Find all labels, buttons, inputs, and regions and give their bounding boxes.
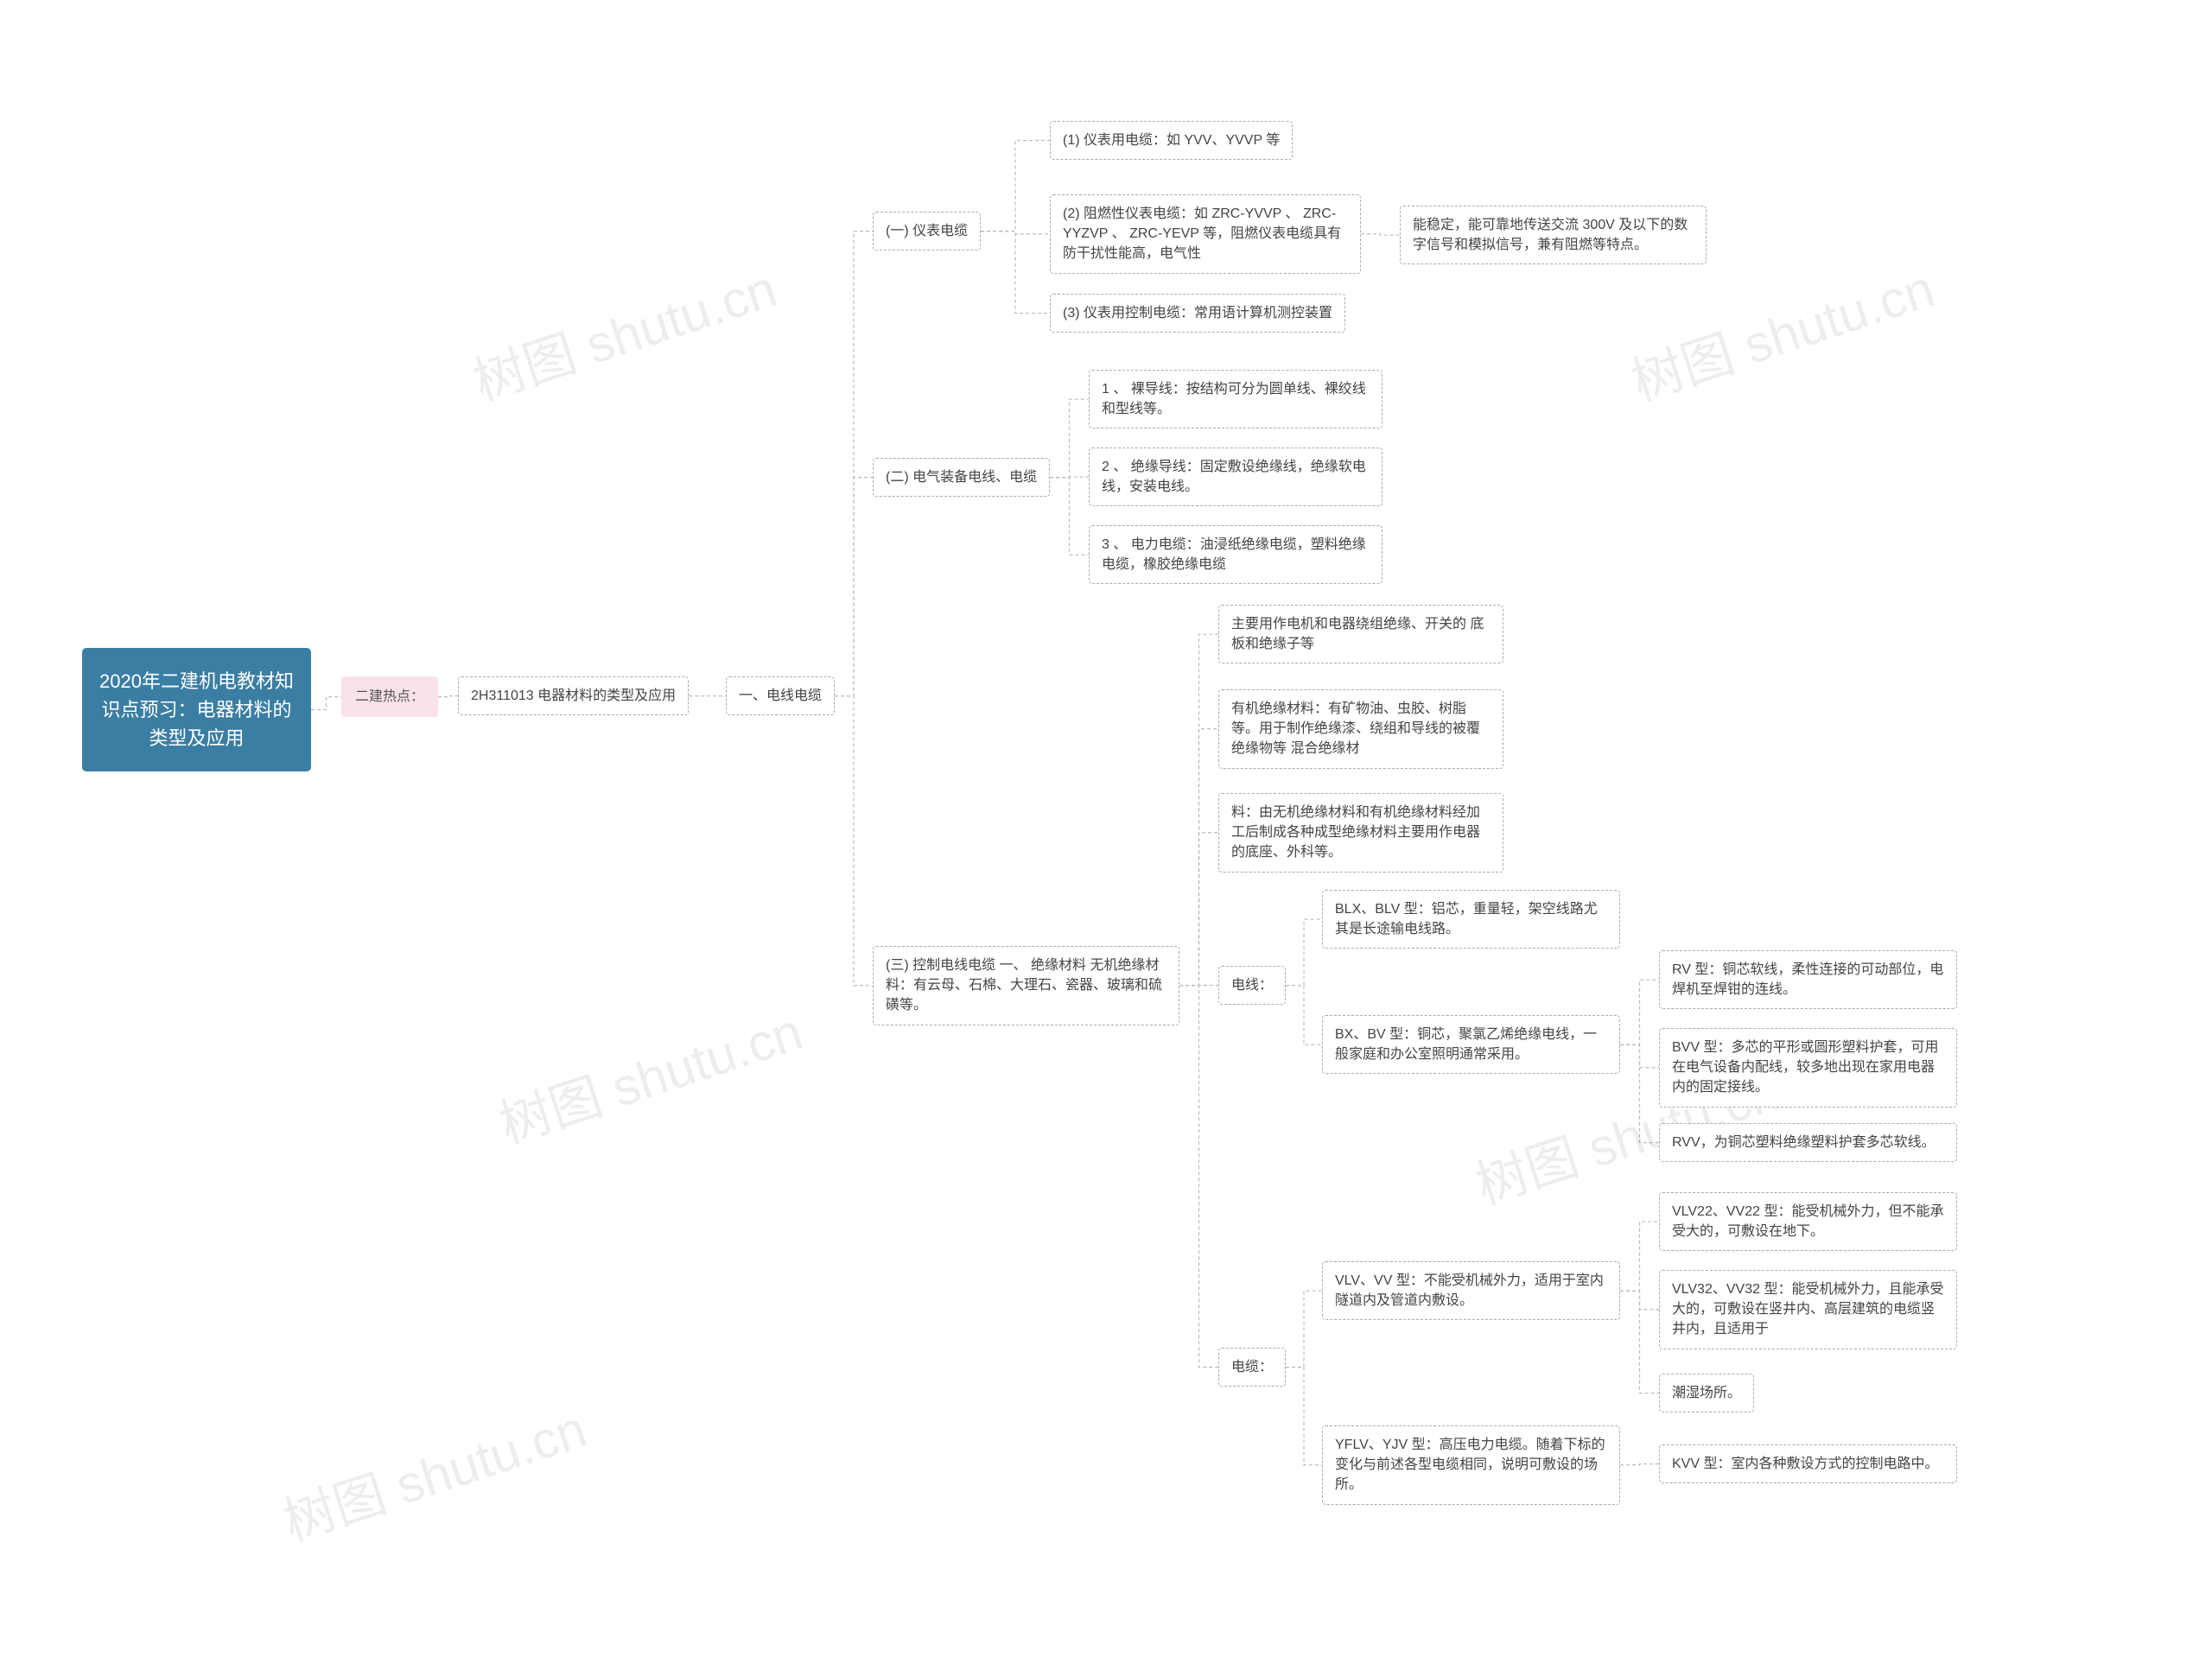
node-c: (三) 控制电线电缆 一、 绝缘材料 无机绝缘材料：有云母、石棉、大理石、瓷器、… <box>873 946 1179 1025</box>
watermark: 树图 shutu.cn <box>462 247 785 416</box>
node-hot: 二建热点： <box>341 676 438 717</box>
watermark: 树图 shutu.cn <box>488 990 810 1158</box>
node-wire: 电线： <box>1218 966 1286 1005</box>
node-ca2a: KVV 型：室内各种敷设方式的控制电路中。 <box>1659 1444 1957 1483</box>
node-ca1a: VLV22、VV22 型：能受机械外力，但不能承受大的，可敷设在地下。 <box>1659 1192 1957 1251</box>
node-b: (二) 电气装备电线、电缆 <box>873 458 1050 497</box>
node-b3: 3 、 电力电缆：油浸纸绝缘电缆，塑料绝缘电缆，橡胶绝缘电缆 <box>1089 525 1382 584</box>
node-w2b: BVV 型：多芯的平形或圆形塑料护套，可用在电气设备内配线，较多地出现在家用电器… <box>1659 1028 1957 1108</box>
node-a3: (3) 仪表用控制电缆：常用语计算机测控装置 <box>1050 294 1345 333</box>
node-a2: (2) 阻燃性仪表电缆：如 ZRC-YVVP 、 ZRC-YYZVP 、 ZRC… <box>1050 194 1361 274</box>
node-ca1b: VLV32、VV32 型：能受机械外力，且能承受大的，可敷设在竖井内、高层建筑的… <box>1659 1270 1957 1349</box>
root-node: 2020年二建机电教材知识点预习：电器材料的类型及应用 <box>82 648 311 771</box>
node-w2: BX、BV 型：铜芯，聚氯乙烯绝缘电线，一般家庭和办公室照明通常采用。 <box>1322 1015 1620 1074</box>
node-w2c: RVV，为铜芯塑料绝缘塑料护套多芯软线。 <box>1659 1123 1957 1162</box>
node-w1: BLX、BLV 型：铝芯，重量轻，架空线路尤其是长途输电线路。 <box>1322 890 1620 949</box>
watermark: 树图 shutu.cn <box>272 1387 594 1556</box>
node-cable: 电缆： <box>1218 1348 1286 1387</box>
node-b1: 1 、 裸导线：按结构可分为圆单线、裸绞线和型线等。 <box>1089 370 1382 428</box>
node-w2a: RV 型：铜芯软线，柔性连接的可动部位，电焊机至焊钳的连线。 <box>1659 950 1957 1009</box>
node-ca1c: 潮湿场所。 <box>1659 1374 1754 1412</box>
node-code: 2H311013 电器材料的类型及应用 <box>458 676 689 715</box>
node-ca2: YFLV、YJV 型：高压电力电缆。随着下标的变化与前述各型电缆相同，说明可敷设… <box>1322 1425 1620 1505</box>
node-a1: (1) 仪表用电缆：如 YVV、YVVP 等 <box>1050 121 1293 160</box>
node-section-1: 一、电线电缆 <box>726 676 835 715</box>
watermark: 树图 shutu.cn <box>1620 247 1942 416</box>
node-a2a: 能稳定，能可靠地传送交流 300V 及以下的数字信号和模拟信号，兼有阻燃等特点。 <box>1400 206 1707 264</box>
node-b2: 2 、 绝缘导线：固定敷设绝缘线，绝缘软电线，安装电线。 <box>1089 447 1382 506</box>
node-p3: 料：由无机绝缘材料和有机绝缘材料经加工后制成各种成型绝缘材料主要用作电器的底座、… <box>1218 793 1503 873</box>
node-ca1: VLV、VV 型：不能受机械外力，适用于室内隧道内及管道内敷设。 <box>1322 1261 1620 1320</box>
node-p1: 主要用作电机和电器绕组绝缘、开关的 底板和绝缘子等 <box>1218 605 1503 663</box>
node-a: (一) 仪表电缆 <box>873 212 981 251</box>
node-p2: 有机绝缘材料：有矿物油、虫胶、树脂等。用于制作绝缘漆、绕组和导线的被覆绝缘物等 … <box>1218 689 1503 769</box>
